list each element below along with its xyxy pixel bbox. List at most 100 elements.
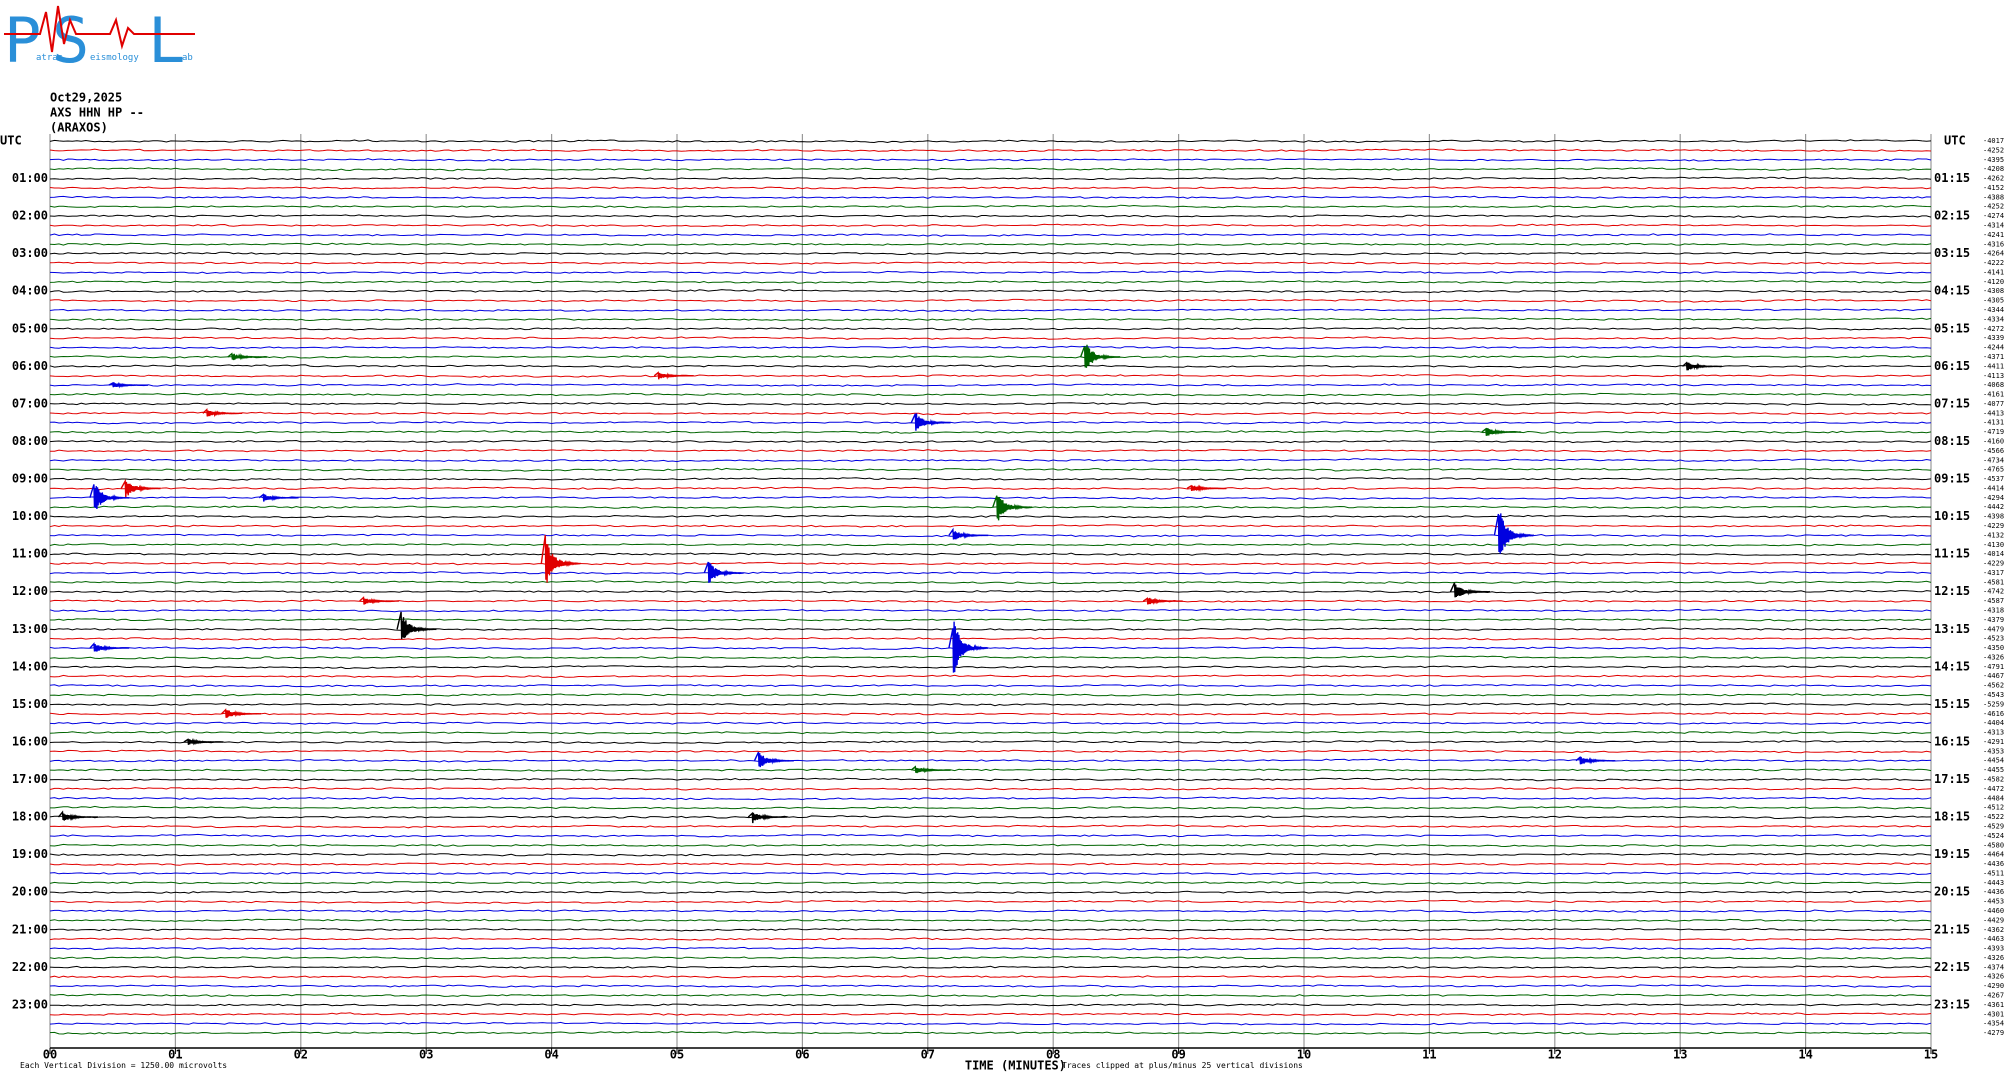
- trace-offset: -4398: [1983, 513, 2004, 521]
- trace-offset: -4264: [1983, 250, 2004, 258]
- trace: [50, 618, 1932, 622]
- trace: [49, 374, 1932, 378]
- x-axis-label: TIME (MINUTES): [965, 1059, 1066, 1073]
- x-tick-label: 15: [1924, 1048, 1938, 1062]
- trace: [49, 496, 1931, 500]
- seismic-event: [1481, 427, 1522, 436]
- seismic-event: [183, 738, 224, 746]
- hour-label: 09:00: [12, 472, 48, 486]
- x-tick-label: 03: [419, 1048, 433, 1062]
- trace-offset: -4543: [1983, 691, 2004, 699]
- x-tick-label: 06: [795, 1048, 809, 1062]
- hour-label: 23:00: [12, 997, 48, 1011]
- x-tick-label: 00: [43, 1048, 57, 1062]
- trace: [49, 636, 1932, 641]
- trace: [49, 533, 1932, 538]
- trace-offset: -4131: [1983, 419, 2004, 427]
- trace-offset: -4294: [1983, 494, 2004, 502]
- logo-wave: [4, 5, 195, 53]
- trace-offset: -4414: [1983, 484, 2004, 492]
- trace: [49, 505, 1931, 509]
- trace-offset: -4208: [1983, 165, 2004, 173]
- seismic-event: [1142, 597, 1183, 605]
- trace: [49, 627, 1932, 631]
- seismic-event: [1682, 361, 1723, 371]
- trace-offset: -4301: [1983, 1010, 2004, 1018]
- trace: [49, 580, 1932, 585]
- hour-label: 08:00: [12, 434, 48, 448]
- trace: [49, 758, 1932, 763]
- trace-offset: -4374: [1983, 963, 2004, 971]
- location: (ARAXOS): [50, 121, 108, 135]
- trace: [49, 946, 1932, 951]
- trace: [49, 852, 1932, 857]
- trace-offset: -4244: [1983, 344, 2004, 352]
- date: Oct29,2025: [50, 91, 122, 105]
- logo-letter: L: [148, 4, 185, 77]
- trace: [49, 420, 1932, 425]
- trace-offset: -4454: [1983, 757, 2004, 765]
- trace: [49, 364, 1932, 369]
- x-tick-label: 01: [168, 1048, 182, 1062]
- trace-offset: -4353: [1983, 747, 2004, 755]
- seismic-event: [1449, 582, 1491, 598]
- trace-offset: -4524: [1983, 832, 2004, 840]
- trace: [49, 552, 1932, 556]
- hour-label: 16:00: [12, 734, 48, 748]
- trace-offset: -4350: [1983, 644, 2004, 652]
- hour-label: 17:00: [12, 772, 48, 786]
- trace: [49, 524, 1932, 528]
- trace: [49, 890, 1932, 894]
- x-tick-label: 02: [294, 1048, 308, 1062]
- trace: [49, 148, 1932, 153]
- trace: [49, 796, 1932, 801]
- trace: [49, 899, 1932, 905]
- trace-offset: -5259: [1983, 700, 2004, 708]
- trace-offset: -4791: [1983, 663, 2004, 671]
- trace: [49, 543, 1932, 547]
- trace-offset: -4522: [1983, 813, 2004, 821]
- hour-label-right: 18:15: [1934, 810, 1970, 824]
- trace-offset: -4484: [1983, 794, 2004, 802]
- trace: [49, 158, 1932, 162]
- hour-label: 05:00: [12, 321, 48, 335]
- hour-label: 02:00: [12, 209, 48, 223]
- trace-offset: -4316: [1983, 240, 2004, 248]
- trace: [49, 589, 1932, 594]
- trace: [49, 176, 1932, 181]
- trace-offset: -4344: [1983, 306, 2004, 314]
- trace: [49, 1012, 1932, 1017]
- trace: [49, 401, 1932, 406]
- hour-label-right: 01:15: [1934, 171, 1970, 185]
- trace: [49, 477, 1932, 481]
- trace: [49, 439, 1932, 444]
- hour-label: 15:00: [12, 697, 48, 711]
- trace: [49, 975, 1932, 979]
- seismic-event: [89, 484, 130, 510]
- hour-label: 21:00: [12, 922, 48, 936]
- trace-offset: -4587: [1983, 597, 2004, 605]
- trace-offset: -4379: [1983, 616, 2004, 624]
- trace-offset: -4274: [1983, 212, 2004, 220]
- trace-offset: -4130: [1983, 541, 2004, 549]
- trace: [49, 139, 1932, 144]
- hour-label-right: 11:15: [1934, 547, 1970, 561]
- station: AXS HHN HP --: [50, 106, 144, 120]
- trace-offset: -4113: [1983, 372, 2004, 380]
- trace-offset: -4395: [1983, 156, 2004, 164]
- trace-offset: -4160: [1983, 437, 2004, 445]
- trace: [49, 937, 1932, 941]
- trace: [49, 712, 1932, 716]
- trace-offset: -4511: [1983, 869, 2004, 877]
- trace-offset: -4581: [1983, 578, 2004, 586]
- logo-word: eismology: [90, 53, 139, 63]
- trace: [49, 730, 1932, 735]
- hour-label-right: 23:15: [1934, 997, 1970, 1011]
- trace: [49, 204, 1932, 209]
- logo-word: atras: [36, 53, 63, 63]
- hour-label-right: 15:15: [1934, 697, 1970, 711]
- trace: [49, 984, 1932, 988]
- trace-offset: -4529: [1983, 822, 2004, 830]
- trace: [49, 608, 1932, 613]
- logo-letter: P: [4, 4, 41, 77]
